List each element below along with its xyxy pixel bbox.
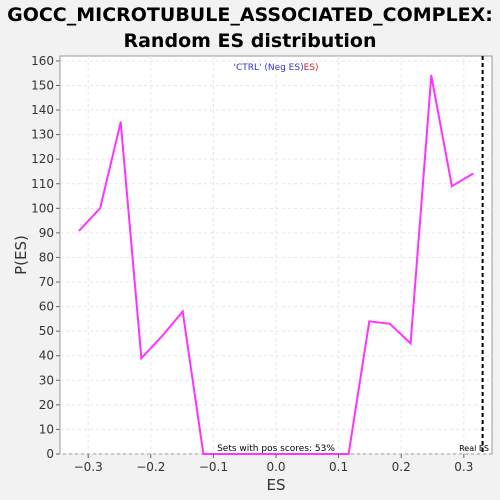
y-tick-label: 80	[39, 250, 54, 264]
y-tick-label: 20	[39, 398, 54, 412]
x-tick-label: 0.2	[392, 460, 411, 474]
y-tick-label: 110	[31, 177, 54, 191]
x-tick-label: 0.0	[266, 460, 285, 474]
data-point	[264, 453, 267, 455]
data-point	[202, 453, 205, 455]
legend: 'CTRL' (Neg ES)ES)	[233, 63, 318, 73]
data-point	[430, 74, 433, 77]
y-tick-label: 120	[31, 152, 54, 166]
x-tick-label: 0.1	[329, 460, 348, 474]
data-point	[243, 453, 246, 455]
x-tick-label: −0.3	[74, 460, 103, 474]
data-point	[140, 357, 143, 360]
y-tick-label: 130	[31, 128, 54, 142]
data-point	[347, 453, 350, 455]
chart-title: GOCC_MICROTUBULE_ASSOCIATED_COMPLEX: Ran…	[0, 2, 500, 54]
data-point	[471, 172, 474, 175]
y-tick-label: 50	[39, 324, 54, 338]
data-point	[181, 310, 184, 313]
data-point	[99, 207, 102, 210]
x-axis-label: ES	[267, 476, 286, 494]
x-tick-label: −0.1	[199, 460, 228, 474]
y-axis-label: P(ES)	[12, 235, 30, 275]
y-tick-label: 10	[39, 422, 54, 436]
legend-prefix: 'CTRL' (Neg ES)	[233, 63, 303, 73]
y-tick-label: 0	[46, 447, 54, 461]
y-tick-label: 70	[39, 275, 54, 289]
y-tick-label: 140	[31, 103, 54, 117]
chart-title-line2: Random ES distribution	[123, 30, 377, 52]
y-tick-label: 90	[39, 226, 54, 240]
y-tick-label: 40	[39, 349, 54, 363]
data-point	[450, 185, 453, 188]
data-point	[388, 322, 391, 325]
data-point	[326, 453, 329, 455]
data-point	[285, 453, 288, 455]
real-es-label: Real ES	[459, 444, 489, 453]
legend-suffix: ES)	[304, 63, 319, 73]
pos-score-annotation: Sets with pos scores: 53%	[217, 444, 335, 454]
x-axis-ticks: −0.3 −0.2 −0.1 0.0 0.1 0.2 0.3	[74, 454, 473, 474]
x-tick-label: −0.2	[136, 460, 165, 474]
y-tick-label: 30	[39, 373, 54, 387]
y-tick-label: 60	[39, 300, 54, 314]
data-point	[306, 453, 309, 455]
y-tick-label: 160	[31, 54, 54, 68]
data-point	[223, 453, 226, 455]
chart-title-line1: GOCC_MICROTUBULE_ASSOCIATED_COMPLEX:	[7, 4, 493, 26]
data-point	[78, 229, 81, 232]
x-tick-label: 0.3	[454, 460, 473, 474]
y-axis-ticks: 0 10 20 30 40 50 60 70 80 90 100 110 120 130 140 150 160	[31, 54, 60, 461]
y-tick-label: 100	[31, 201, 54, 215]
y-tick-label: 150	[31, 78, 54, 92]
data-point	[119, 121, 122, 124]
data-point	[368, 320, 371, 323]
data-point	[161, 335, 164, 338]
data-point	[409, 342, 412, 345]
